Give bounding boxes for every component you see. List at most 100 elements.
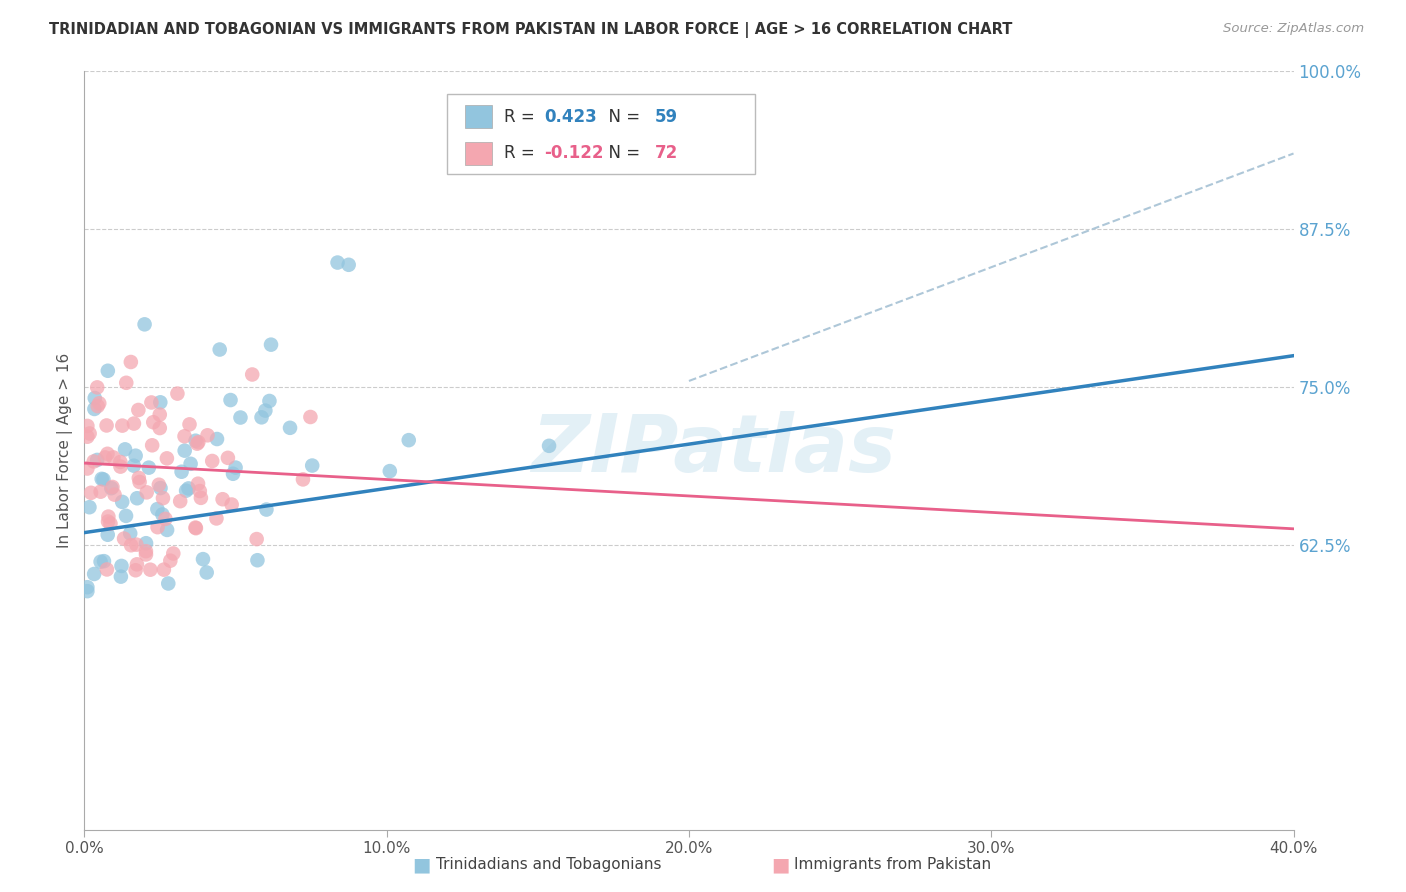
Point — [246, 532, 269, 546]
Point — [128, 475, 150, 489]
Point — [254, 403, 277, 417]
Point — [124, 563, 146, 577]
Point — [149, 481, 172, 495]
Point — [115, 508, 138, 523]
Text: R =: R = — [503, 145, 540, 162]
Point — [112, 532, 135, 546]
FancyBboxPatch shape — [447, 95, 755, 174]
Point — [76, 584, 98, 599]
Point — [156, 451, 179, 466]
Point — [205, 432, 228, 446]
Point — [299, 409, 322, 424]
Point — [96, 418, 118, 433]
Point — [100, 516, 122, 531]
Point — [93, 554, 115, 568]
Point — [157, 576, 180, 591]
Point — [219, 392, 242, 407]
Point — [153, 563, 176, 577]
Text: N =: N = — [599, 145, 645, 162]
Point — [201, 454, 224, 468]
Point — [211, 492, 233, 507]
Point — [97, 527, 120, 541]
Text: ■: ■ — [412, 855, 432, 874]
Point — [79, 500, 101, 515]
Point — [135, 544, 157, 558]
Point — [127, 403, 149, 417]
Point — [149, 408, 172, 422]
Point — [80, 485, 103, 500]
Point — [125, 558, 148, 572]
Y-axis label: In Labor Force | Age > 16: In Labor Force | Age > 16 — [58, 353, 73, 548]
Text: ZIPatlas: ZIPatlas — [530, 411, 896, 490]
Point — [110, 455, 132, 469]
Text: 72: 72 — [655, 145, 678, 162]
Point — [225, 460, 247, 475]
Point — [256, 502, 278, 516]
Bar — [465, 142, 492, 165]
Point — [222, 467, 245, 481]
Point — [191, 552, 214, 566]
Point — [103, 450, 125, 465]
Point — [150, 508, 173, 522]
Point — [378, 464, 401, 478]
Text: Source: ZipAtlas.com: Source: ZipAtlas.com — [1223, 22, 1364, 36]
Text: 0.423: 0.423 — [544, 108, 596, 126]
Point — [125, 538, 148, 552]
Point — [149, 395, 172, 409]
Point — [155, 512, 177, 526]
Point — [90, 555, 112, 569]
Point — [86, 453, 108, 467]
Point — [177, 482, 200, 496]
Point — [229, 410, 252, 425]
Point — [170, 465, 193, 479]
Point — [217, 450, 239, 465]
Point — [90, 472, 112, 486]
Point — [173, 429, 195, 443]
Point — [122, 417, 145, 431]
Point — [174, 483, 197, 498]
Point — [139, 563, 162, 577]
Point — [146, 502, 169, 516]
Point — [278, 421, 301, 435]
Point — [83, 401, 105, 416]
Text: TRINIDADIAN AND TOBAGONIAN VS IMMIGRANTS FROM PAKISTAN IN LABOR FORCE | AGE > 16: TRINIDADIAN AND TOBAGONIAN VS IMMIGRANTS… — [49, 22, 1012, 38]
Text: Immigrants from Pakistan: Immigrants from Pakistan — [794, 857, 991, 872]
Point — [94, 450, 117, 465]
Point — [159, 554, 181, 568]
Point — [162, 546, 184, 560]
Point — [260, 337, 283, 351]
Point — [184, 434, 207, 448]
Point — [179, 417, 201, 432]
Point — [205, 511, 228, 525]
Point — [291, 472, 314, 486]
Point — [259, 394, 281, 409]
Point — [96, 562, 118, 576]
Point — [152, 491, 174, 505]
Point — [187, 435, 209, 450]
Point — [180, 457, 202, 471]
Point — [86, 380, 108, 394]
Point — [138, 460, 160, 475]
Point — [97, 515, 120, 529]
Point — [110, 459, 132, 474]
Point — [187, 476, 209, 491]
Point — [148, 477, 170, 491]
Point — [79, 426, 101, 441]
Point — [89, 396, 111, 410]
Point — [184, 520, 207, 534]
Point — [246, 553, 269, 567]
Point — [301, 458, 323, 473]
Point — [134, 318, 156, 332]
Point — [538, 439, 561, 453]
Point — [156, 523, 179, 537]
Point — [127, 491, 149, 506]
Point — [114, 442, 136, 457]
Point — [120, 355, 142, 369]
Text: -0.122: -0.122 — [544, 145, 603, 162]
Point — [398, 433, 420, 447]
Point — [103, 488, 125, 502]
Point — [111, 418, 134, 433]
Point — [83, 454, 105, 468]
Point — [97, 509, 120, 524]
Point — [195, 566, 218, 580]
